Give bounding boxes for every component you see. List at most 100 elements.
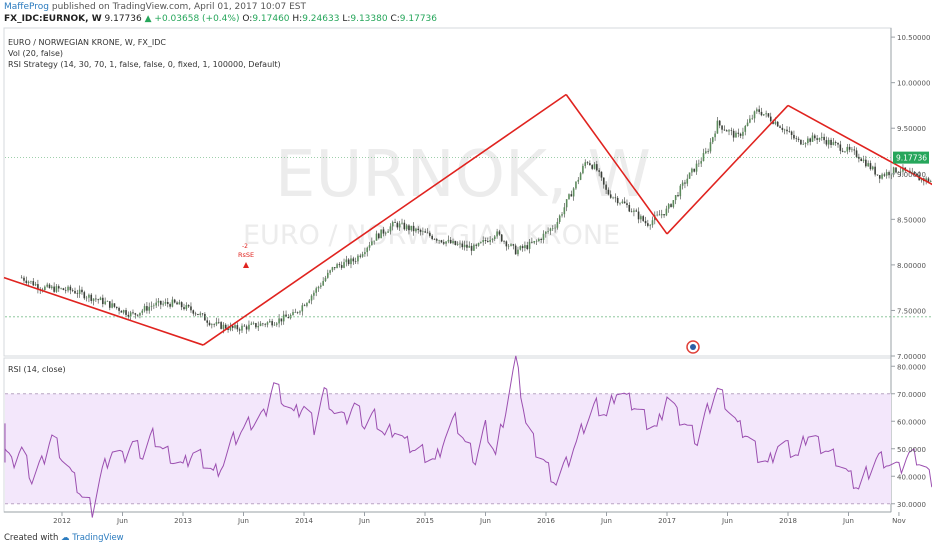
candle-body <box>422 231 424 232</box>
candle-body <box>340 265 343 268</box>
candle-body <box>565 199 568 208</box>
close-label: C: <box>390 14 400 24</box>
candle-body <box>178 302 181 305</box>
candle-body <box>674 195 677 201</box>
watermark-name: EURO / NORWEGIAN KRONE <box>243 220 620 251</box>
candle-body <box>602 177 605 185</box>
candle-body <box>820 136 823 138</box>
time-tick-label: Jun <box>721 517 733 525</box>
candle-body <box>881 174 883 179</box>
candle-body <box>250 323 253 325</box>
publisher-link[interactable]: MaffeProg <box>4 2 50 12</box>
candle-body <box>160 300 162 305</box>
candle-body <box>609 194 612 198</box>
candle-body <box>201 313 204 315</box>
candle-body <box>108 301 111 308</box>
publish-info: MaffeProg published on TradingView.com, … <box>4 2 306 12</box>
candle-body <box>510 244 512 246</box>
close-value: 9.17736 <box>399 14 437 24</box>
candle-body <box>396 222 399 228</box>
time-tick-label: Jun <box>600 517 612 525</box>
candle-body <box>315 288 318 293</box>
candle-body <box>867 163 869 167</box>
candle-body <box>730 130 733 131</box>
low-value: 9.13380 <box>350 14 388 24</box>
candle-body <box>463 244 466 248</box>
candle-body <box>698 163 700 165</box>
candle-body <box>197 313 199 315</box>
candle-body <box>352 258 355 262</box>
candle-body <box>454 241 457 245</box>
candle-body <box>403 222 406 230</box>
candle-body <box>874 166 876 175</box>
candle-body <box>81 289 83 293</box>
candle-body <box>723 129 726 131</box>
candle-body <box>765 113 767 115</box>
candle-body <box>607 189 610 195</box>
candle-body <box>878 175 881 179</box>
candle-body <box>285 314 287 317</box>
legend-strategy: RSI Strategy (14, 30, 70, 1, false, fals… <box>8 60 281 69</box>
candle-body <box>468 245 471 248</box>
candle-body <box>373 240 375 242</box>
candle-body <box>296 312 299 313</box>
candle-body <box>579 173 582 180</box>
candle-body <box>227 328 229 330</box>
candle-body <box>326 272 329 278</box>
candle-body <box>129 312 132 317</box>
candle-body <box>533 241 536 243</box>
candle-body <box>46 284 48 287</box>
candle-body <box>797 138 800 140</box>
candle-body <box>306 302 308 306</box>
events-icon[interactable] <box>686 340 700 354</box>
candle-body <box>166 302 169 305</box>
candle-body <box>255 323 257 328</box>
time-tick-label: Jun <box>842 517 854 525</box>
candle-body <box>183 307 185 310</box>
candle-body <box>630 211 633 213</box>
candle-body <box>132 312 134 314</box>
candle-body <box>67 286 69 291</box>
price-tick-label: 7.00000 <box>897 353 926 361</box>
candle-body <box>199 313 202 315</box>
candle-body <box>391 221 394 227</box>
candle-body <box>419 229 422 232</box>
candle-body <box>744 126 747 132</box>
candle-body <box>728 130 730 132</box>
footer-brand[interactable]: TradingView <box>72 533 124 543</box>
candle-body <box>313 292 315 296</box>
candle-body <box>841 150 844 152</box>
candle-body <box>361 254 364 257</box>
candle-body <box>897 171 900 173</box>
candle-body <box>271 321 273 326</box>
candle-body <box>679 185 682 197</box>
time-tick-label: 2018 <box>779 517 797 525</box>
signal-marker[interactable]: -2 RsSE <box>238 243 254 268</box>
candle-body <box>95 298 97 300</box>
candle-body <box>702 153 705 162</box>
candle-body <box>102 297 104 305</box>
high-label: H: <box>292 14 303 24</box>
trend-line <box>787 104 932 186</box>
candle-body <box>317 286 320 289</box>
trend-line <box>202 93 567 346</box>
candle-body <box>672 200 675 207</box>
candle-body <box>686 178 689 184</box>
candle-body <box>466 244 468 248</box>
candle-body <box>911 171 914 173</box>
candle-body <box>725 130 728 132</box>
candle-body <box>37 284 39 289</box>
candle-body <box>389 226 392 232</box>
candle-body <box>104 301 106 305</box>
candle-body <box>862 159 865 161</box>
candle-body <box>350 258 352 265</box>
candle-body <box>113 303 116 307</box>
candle-body <box>642 216 645 221</box>
candle-body <box>517 249 519 255</box>
trend-lines[interactable] <box>3 93 932 346</box>
candle-body <box>605 184 607 190</box>
candle-body <box>211 324 213 326</box>
candle-body <box>681 182 684 186</box>
time-tick-label: 2013 <box>174 517 192 525</box>
